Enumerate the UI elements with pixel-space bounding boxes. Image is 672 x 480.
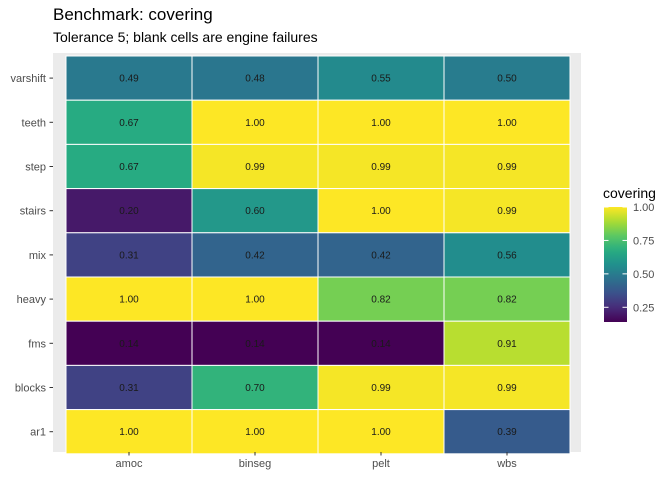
cell-value-label: 0.42 (371, 250, 391, 261)
heatmap-cell (191, 188, 319, 234)
cell-value-label: 0.60 (245, 206, 265, 217)
heatmap-cell (65, 232, 193, 278)
cell-value-label: 1.00 (497, 118, 517, 129)
heatmap-cell (191, 55, 319, 101)
heatmap-cell (191, 232, 319, 278)
heatmap-cell (65, 188, 193, 234)
cell-value-label: 1.00 (371, 206, 391, 217)
y-tick-label: mix (29, 250, 47, 262)
heatmap-cell (65, 276, 193, 322)
heatmap-cell (443, 99, 571, 145)
legend-tick-label: 0.25 (633, 302, 654, 314)
x-tick-label: amoc (116, 458, 143, 470)
heatmap-cell (191, 364, 319, 411)
cell-value-label: 0.91 (497, 339, 517, 350)
cell-value-label: 1.00 (119, 295, 139, 306)
cell-value-label: 0.50 (497, 74, 517, 85)
heatmap-cell (317, 232, 445, 278)
legend-tick-label: 1.00 (633, 202, 654, 214)
heatmap-cell (317, 55, 445, 101)
heatmap-cell (191, 320, 319, 366)
cell-value-label: 0.70 (245, 383, 265, 394)
x-tick-label: pelt (372, 458, 390, 470)
heatmap-cells: 0.49 0.48 0.55 0.50 0.67 1.00 1.00 1.00 0.67 0.99… (65, 55, 571, 455)
heatmap-cell (443, 364, 571, 411)
heatmap-cell (317, 188, 445, 234)
legend-tick-label: 0.75 (633, 235, 654, 247)
y-tick-label: ar1 (30, 427, 46, 439)
cell-value-label: 0.31 (119, 383, 139, 394)
y-tick-label: stairs (20, 206, 47, 218)
cell-value-label: 0.39 (497, 427, 517, 438)
legend-colorbar (604, 207, 627, 322)
heatmap-cell (443, 143, 571, 190)
cell-value-label: 0.67 (119, 162, 139, 173)
cell-value-label: 0.82 (497, 295, 517, 306)
x-axis: amoc binseg pelt wbs (116, 452, 517, 470)
chart-subtitle: Tolerance 5; blank cells are engine fail… (53, 29, 318, 45)
cell-value-label: 0.20 (119, 206, 139, 217)
heatmap-cell (65, 364, 193, 411)
legend-tick-label: 0.50 (633, 269, 654, 281)
y-tick-label: heavy (17, 294, 47, 306)
heatmap-cell (65, 320, 193, 366)
chart-title: Benchmark: covering (53, 5, 213, 24)
heatmap-cell (317, 99, 445, 145)
y-tick-label: step (25, 162, 46, 174)
cell-value-label: 1.00 (245, 295, 265, 306)
heatmap-cell (317, 409, 445, 455)
heatmap-cell (443, 188, 571, 234)
cell-value-label: 1.00 (245, 427, 265, 438)
y-tick-label: teeth (22, 117, 46, 129)
legend-title: covering (603, 185, 656, 201)
cell-value-label: 0.49 (119, 74, 139, 85)
color-legend: covering 0.25 0.50 0.75 1.00 (603, 185, 656, 322)
cell-value-label: 1.00 (119, 427, 139, 438)
cell-value-label: 0.99 (371, 162, 391, 173)
heatmap-cell (443, 409, 571, 455)
cell-value-label: 0.14 (245, 339, 265, 350)
cell-value-label: 0.99 (497, 206, 517, 217)
heatmap-cell (317, 276, 445, 322)
cell-value-label: 0.99 (497, 162, 517, 173)
y-tick-label: varshift (11, 73, 46, 85)
cell-value-label: 0.14 (371, 339, 391, 350)
heatmap-cell (191, 143, 319, 190)
cell-value-label: 0.31 (119, 250, 139, 261)
heatmap-cell (191, 276, 319, 322)
heatmap-cell (65, 55, 193, 101)
y-tick-label: blocks (15, 383, 47, 395)
cell-value-label: 0.56 (497, 250, 517, 261)
x-tick-label: binseg (239, 458, 271, 470)
y-axis: varshift teeth step stairs mix heavy fms blocks… (11, 73, 53, 439)
cell-value-label: 0.99 (371, 383, 391, 394)
cell-value-label: 1.00 (371, 427, 391, 438)
x-tick-label: wbs (496, 458, 517, 470)
cell-value-label: 0.99 (245, 162, 265, 173)
cell-value-label: 0.82 (371, 295, 391, 306)
cell-value-label: 0.99 (497, 383, 517, 394)
cell-value-label: 0.55 (371, 74, 391, 85)
y-tick-label: fms (28, 338, 46, 350)
heatmap-cell (65, 143, 193, 190)
cell-value-label: 0.42 (245, 250, 265, 261)
cell-value-label: 0.48 (245, 74, 265, 85)
cell-value-label: 0.14 (119, 339, 139, 350)
heatmap-cell (443, 276, 571, 322)
cell-value-label: 1.00 (245, 118, 265, 129)
cell-value-label: 0.67 (119, 118, 139, 129)
heatmap-cell (443, 232, 571, 278)
heatmap-cell (317, 364, 445, 411)
heatmap-cell (443, 320, 571, 366)
cell-value-label: 1.00 (371, 118, 391, 129)
